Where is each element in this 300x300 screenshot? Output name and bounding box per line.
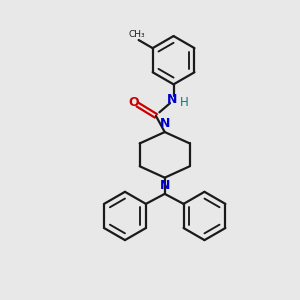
Text: N: N xyxy=(160,117,170,130)
Text: N: N xyxy=(160,179,170,192)
Text: O: O xyxy=(129,96,140,109)
Text: N: N xyxy=(167,93,177,106)
Text: CH₃: CH₃ xyxy=(129,30,146,39)
Text: H: H xyxy=(179,95,188,109)
